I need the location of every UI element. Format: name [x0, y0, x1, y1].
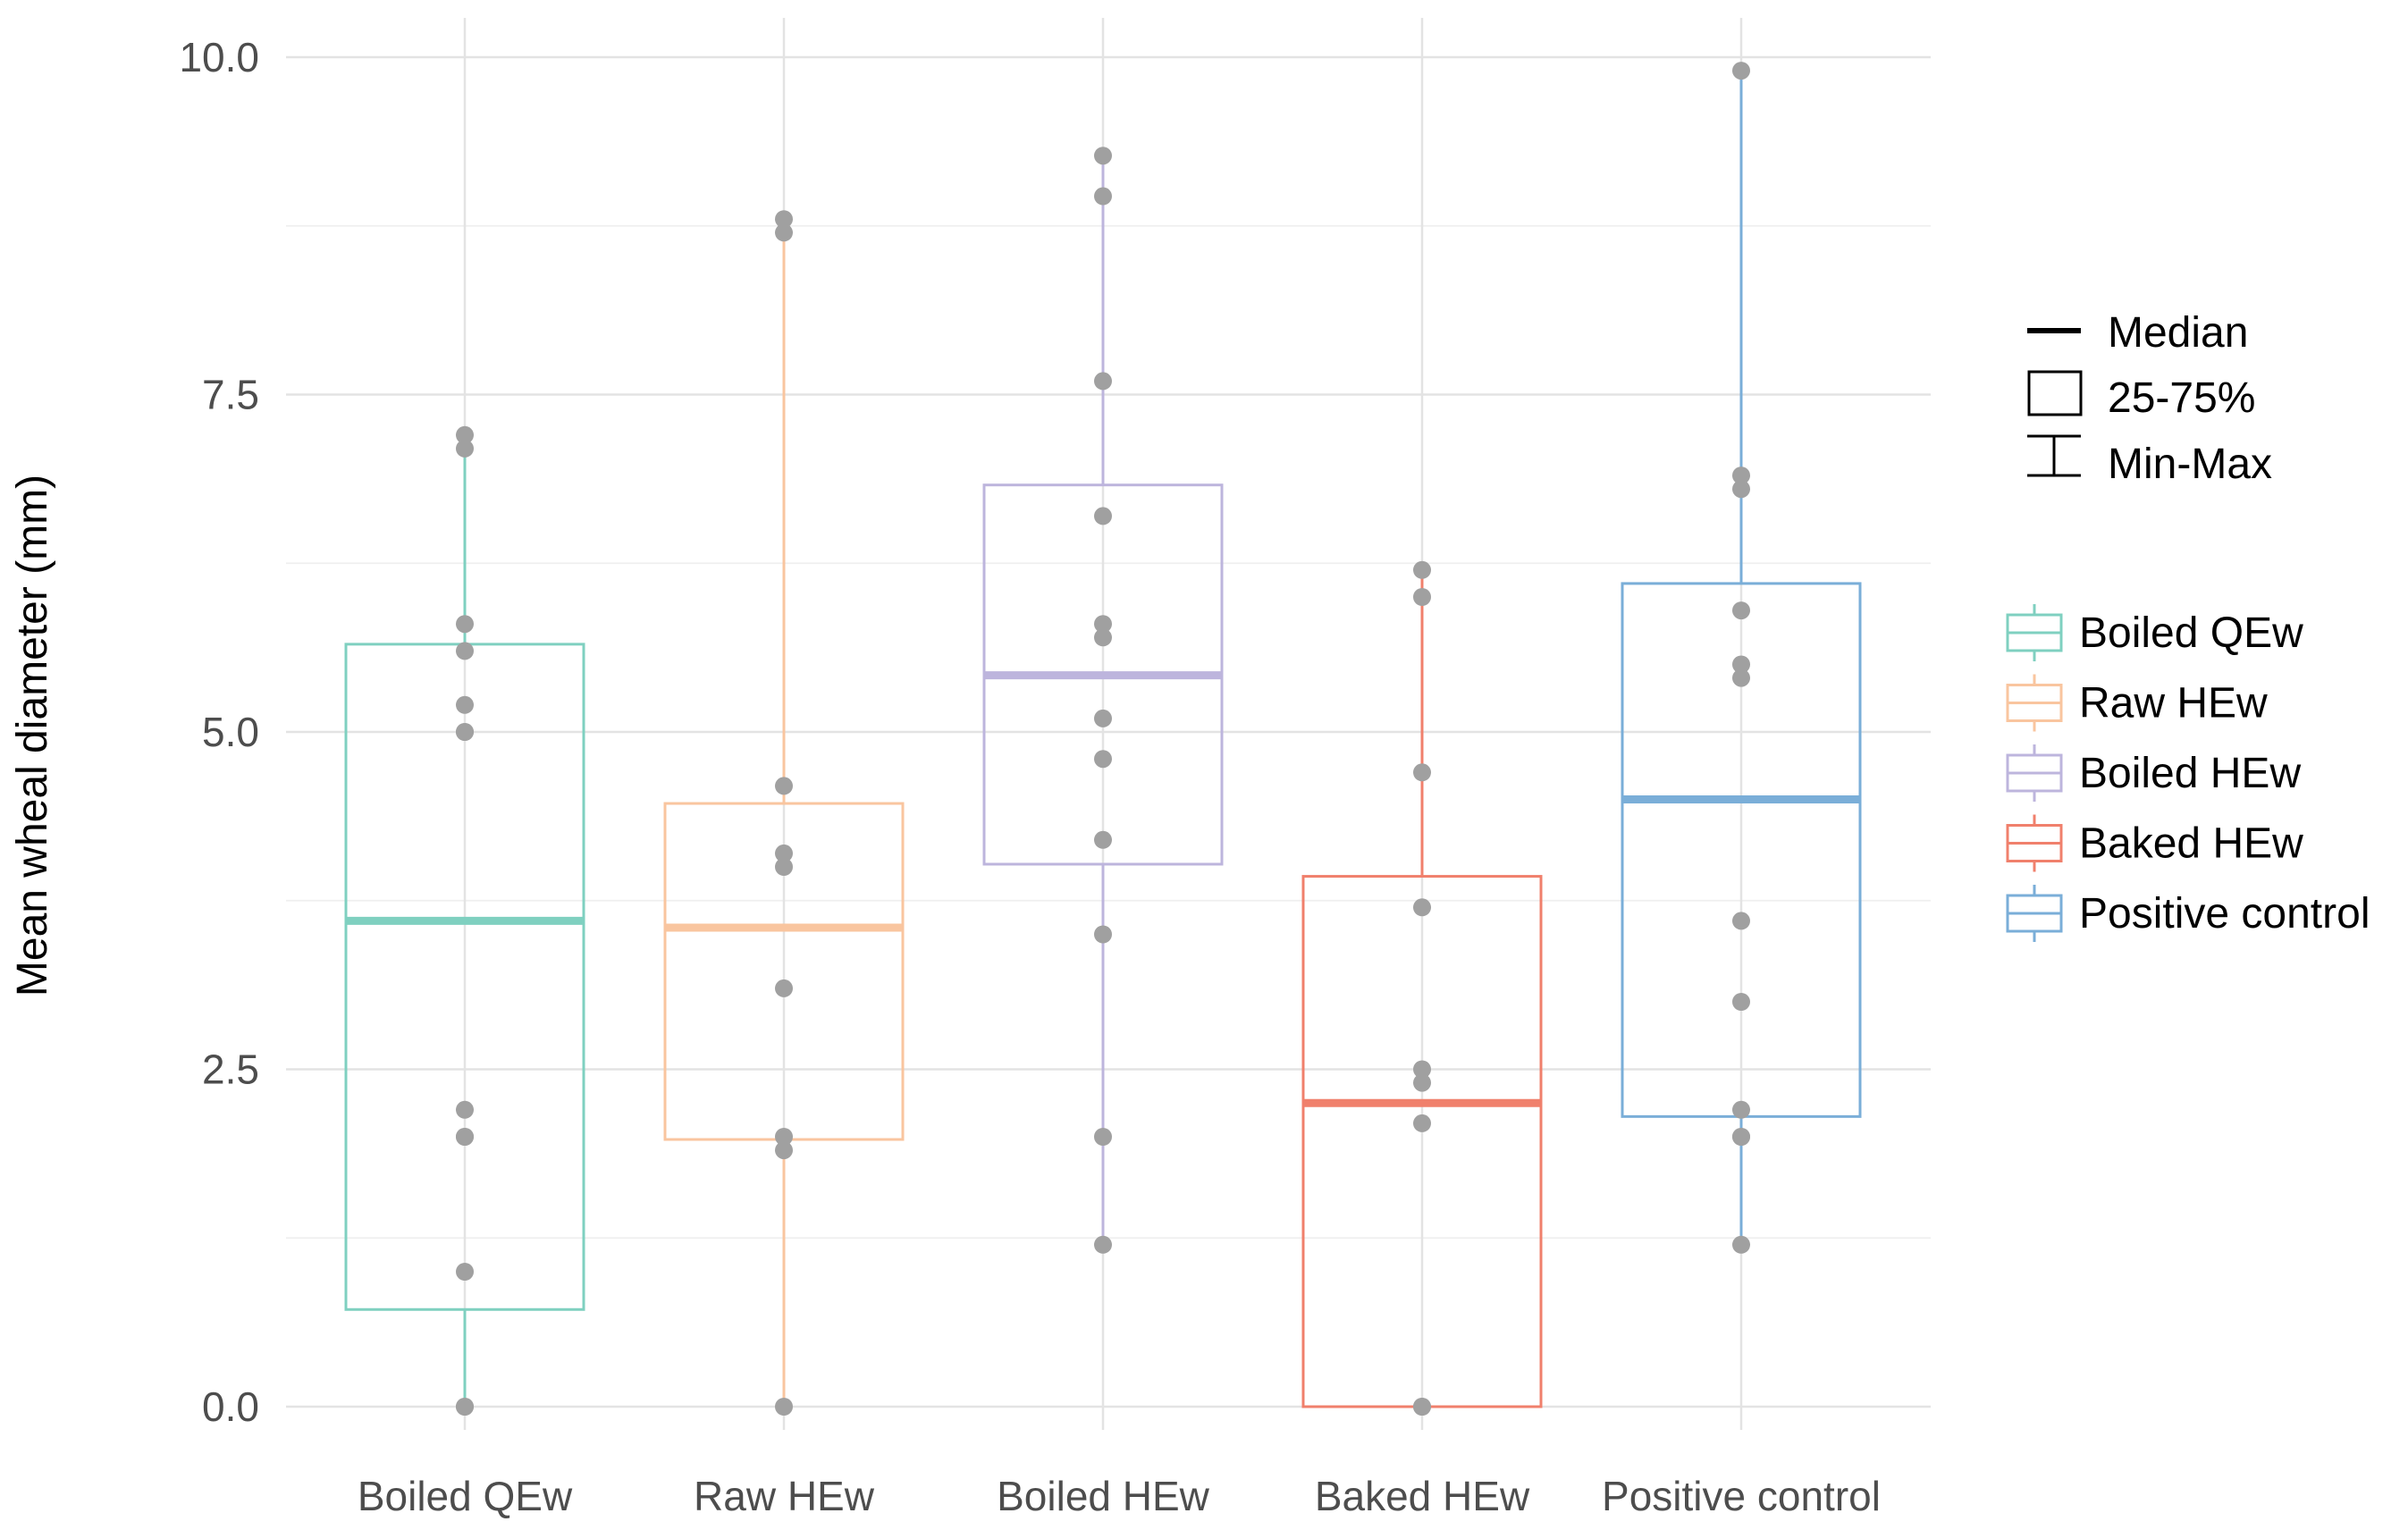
data-point [1413, 898, 1431, 917]
y-tick-label: 10.0 [179, 34, 259, 80]
data-point [775, 858, 793, 876]
data-point [1094, 1128, 1112, 1146]
legend-item-positive-control: Positive control [2006, 885, 2370, 942]
data-point [1413, 1398, 1431, 1416]
data-point [775, 979, 793, 997]
data-point [1732, 1100, 1750, 1119]
data-point [456, 425, 474, 444]
data-point [775, 777, 793, 795]
data-point [456, 1263, 474, 1281]
legend-item-boiled-hew: Boiled HEw [2006, 744, 2301, 802]
x-tick-label-boiled-qew: Boiled QEw [358, 1473, 573, 1519]
min-max-symbol [2027, 434, 2081, 477]
stat-legend-median: Median [2108, 309, 2248, 357]
data-point [1413, 1073, 1431, 1092]
legend-label: Baked HEw [2079, 820, 2303, 868]
data-point [456, 1398, 474, 1416]
x-tick-label-positive-control: Positive control [1602, 1473, 1881, 1519]
data-point [1732, 993, 1750, 1011]
data-point [775, 1128, 793, 1146]
data-point [456, 695, 474, 714]
x-tick-label-raw-hew: Raw HEw [694, 1473, 875, 1519]
legend-label: Raw HEw [2079, 680, 2268, 727]
data-point [1094, 709, 1112, 727]
data-point [1732, 601, 1750, 620]
data-point [775, 210, 793, 229]
series-legend: Boiled QEw Raw HEw Boiled HEw Baked HEw Posi… [2006, 604, 2370, 942]
data-point [1732, 1128, 1750, 1146]
data-point [1094, 507, 1112, 525]
data-point [456, 615, 474, 634]
data-point [1094, 628, 1112, 647]
box-boiled-hew [982, 147, 1224, 1254]
data-point [1413, 763, 1431, 782]
y-tick-label: 2.5 [202, 1047, 259, 1093]
data-point [775, 844, 793, 862]
y-tick-label: 7.5 [202, 372, 259, 418]
legend-label: Positive control [2079, 890, 2370, 937]
data-point [775, 223, 793, 242]
legend-item-raw-hew: Raw HEw [2006, 674, 2268, 732]
data-point [1094, 750, 1112, 769]
data-point [1094, 187, 1112, 206]
x-axis-ticks: Boiled QEw Raw HEw Boiled HEw Baked HEw Posi… [358, 1473, 1881, 1519]
data-point [775, 1141, 793, 1160]
y-tick-label: 5.0 [202, 709, 259, 755]
data-point [1413, 1114, 1431, 1132]
y-axis-ticks: 0.0 2.5 5.0 7.5 10.0 [179, 34, 259, 1430]
legend-item-baked-hew: Baked HEw [2006, 814, 2303, 872]
box-boiled-qew [344, 425, 585, 1416]
legend-label: Boiled HEw [2079, 750, 2301, 797]
data-point [1732, 655, 1750, 674]
data-point [456, 1100, 474, 1119]
data-point [775, 1398, 793, 1416]
data-point [1732, 1235, 1750, 1254]
data-point [1413, 588, 1431, 606]
box-positive-control [1621, 62, 1862, 1254]
data-point [456, 1128, 474, 1146]
data-point [456, 439, 474, 458]
iqr-symbol [2027, 370, 2083, 416]
y-axis-title: Mean wheal diameter (mm) [9, 475, 56, 996]
data-point [1732, 62, 1750, 80]
stat-legend-25-75: 25-75% [2108, 374, 2255, 422]
legend-label: Boiled QEw [2079, 609, 2303, 657]
data-point [1413, 560, 1431, 579]
x-tick-label-baked-hew: Baked HEw [1315, 1473, 1530, 1519]
data-point [1732, 467, 1750, 485]
y-tick-label: 0.0 [202, 1383, 259, 1430]
data-point [1094, 1235, 1112, 1254]
data-point [1094, 147, 1112, 165]
data-point [1413, 1060, 1431, 1079]
data-point [456, 642, 474, 660]
data-point [456, 723, 474, 741]
legend-item-boiled-qew: Boiled QEw [2006, 604, 2303, 661]
box-series [344, 62, 1862, 1416]
data-point [1732, 480, 1750, 499]
box-raw-hew [663, 210, 905, 1416]
data-point [1094, 830, 1112, 849]
data-point [1094, 615, 1112, 634]
box-baked-hew [1301, 560, 1543, 1416]
stat-legend: Median 25-75% Min-Max [2027, 309, 2272, 488]
stat-legend-min-max: Min-Max [2108, 441, 2272, 488]
data-point [1732, 912, 1750, 930]
data-point [1732, 668, 1750, 687]
x-tick-label-boiled-hew: Boiled HEw [997, 1473, 1210, 1519]
data-point [1094, 372, 1112, 391]
data-point [1094, 925, 1112, 944]
